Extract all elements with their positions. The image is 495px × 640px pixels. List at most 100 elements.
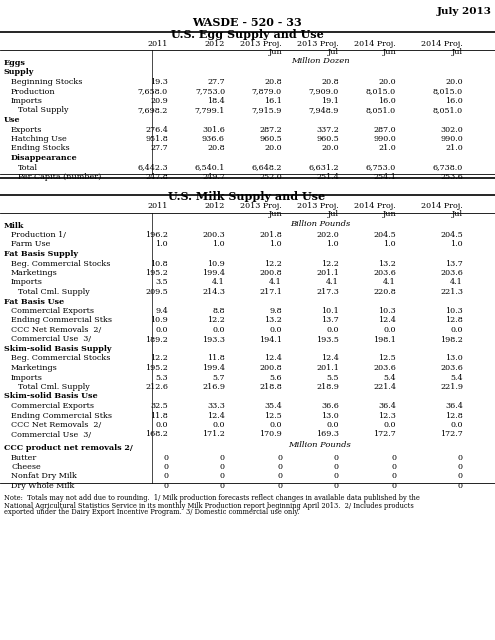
Text: 990.0: 990.0 bbox=[373, 135, 396, 143]
Text: Jul: Jul bbox=[452, 48, 463, 56]
Text: 4.1: 4.1 bbox=[212, 278, 225, 287]
Text: 0: 0 bbox=[391, 463, 396, 471]
Text: Commercial Exports: Commercial Exports bbox=[11, 307, 94, 315]
Text: Total Cml. Supply: Total Cml. Supply bbox=[18, 383, 90, 391]
Text: 203.6: 203.6 bbox=[373, 364, 396, 372]
Text: 216.9: 216.9 bbox=[202, 383, 225, 391]
Text: 6,540.1: 6,540.1 bbox=[195, 163, 225, 172]
Text: 10.9: 10.9 bbox=[207, 259, 225, 268]
Text: 0: 0 bbox=[277, 463, 282, 471]
Text: 0: 0 bbox=[277, 482, 282, 490]
Text: Jun: Jun bbox=[382, 211, 396, 218]
Text: 1.0: 1.0 bbox=[450, 241, 463, 248]
Text: Fat Basis Use: Fat Basis Use bbox=[4, 298, 64, 305]
Text: 3.5: 3.5 bbox=[155, 278, 168, 287]
Text: 12.2: 12.2 bbox=[264, 259, 282, 268]
Text: 196.2: 196.2 bbox=[145, 231, 168, 239]
Text: 2014 Proj.: 2014 Proj. bbox=[354, 202, 396, 211]
Text: 287.2: 287.2 bbox=[259, 125, 282, 134]
Text: Jun: Jun bbox=[268, 48, 282, 56]
Text: 2013 Proj.: 2013 Proj. bbox=[240, 202, 282, 211]
Text: 960.5: 960.5 bbox=[316, 135, 339, 143]
Text: 5.6: 5.6 bbox=[269, 374, 282, 381]
Text: 0: 0 bbox=[458, 472, 463, 481]
Text: U.S. Egg Supply and Use: U.S. Egg Supply and Use bbox=[171, 29, 323, 40]
Text: 20.0: 20.0 bbox=[446, 78, 463, 86]
Text: 203.6: 203.6 bbox=[440, 364, 463, 372]
Text: 6,738.0: 6,738.0 bbox=[433, 163, 463, 172]
Text: 2011: 2011 bbox=[148, 202, 168, 211]
Text: 209.5: 209.5 bbox=[145, 288, 168, 296]
Text: 0: 0 bbox=[334, 482, 339, 490]
Text: 1.0: 1.0 bbox=[326, 241, 339, 248]
Text: 7,879.0: 7,879.0 bbox=[252, 88, 282, 95]
Text: 0: 0 bbox=[458, 454, 463, 461]
Text: 0.0: 0.0 bbox=[155, 421, 168, 429]
Text: 7,915.9: 7,915.9 bbox=[251, 106, 282, 115]
Text: 27.7: 27.7 bbox=[150, 145, 168, 152]
Text: 171.2: 171.2 bbox=[202, 431, 225, 438]
Text: 36.4: 36.4 bbox=[445, 402, 463, 410]
Text: 0.0: 0.0 bbox=[327, 326, 339, 334]
Text: 11.8: 11.8 bbox=[150, 412, 168, 419]
Text: 10.3: 10.3 bbox=[378, 307, 396, 315]
Text: 218.8: 218.8 bbox=[259, 383, 282, 391]
Text: Beg. Commercial Stocks: Beg. Commercial Stocks bbox=[11, 259, 110, 268]
Text: 0: 0 bbox=[391, 454, 396, 461]
Text: 0: 0 bbox=[334, 472, 339, 481]
Text: 13.2: 13.2 bbox=[264, 317, 282, 324]
Text: 7,658.0: 7,658.0 bbox=[138, 88, 168, 95]
Text: 0.0: 0.0 bbox=[269, 421, 282, 429]
Text: 13.2: 13.2 bbox=[378, 259, 396, 268]
Text: Ending Stocks: Ending Stocks bbox=[11, 145, 70, 152]
Text: 0.0: 0.0 bbox=[384, 421, 396, 429]
Text: Disappearance: Disappearance bbox=[11, 154, 78, 162]
Text: 6,648.2: 6,648.2 bbox=[251, 163, 282, 172]
Text: 19.3: 19.3 bbox=[150, 78, 168, 86]
Text: 2013 Proj.: 2013 Proj. bbox=[297, 202, 339, 211]
Text: 21.0: 21.0 bbox=[378, 145, 396, 152]
Text: 172.7: 172.7 bbox=[440, 431, 463, 438]
Text: 960.5: 960.5 bbox=[259, 135, 282, 143]
Text: Farm Use: Farm Use bbox=[11, 241, 50, 248]
Text: 0: 0 bbox=[220, 482, 225, 490]
Text: 12.3: 12.3 bbox=[378, 412, 396, 419]
Text: CCC product net removals 2/: CCC product net removals 2/ bbox=[4, 444, 133, 452]
Text: Total Cml. Supply: Total Cml. Supply bbox=[18, 288, 90, 296]
Text: Milk: Milk bbox=[4, 221, 24, 230]
Text: 194.1: 194.1 bbox=[259, 335, 282, 344]
Text: Commercial Use  3/: Commercial Use 3/ bbox=[11, 335, 91, 344]
Text: CCC Net Removals  2/: CCC Net Removals 2/ bbox=[11, 421, 101, 429]
Text: 0.0: 0.0 bbox=[155, 326, 168, 334]
Text: Billion Pounds: Billion Pounds bbox=[290, 220, 350, 227]
Text: 27.7: 27.7 bbox=[207, 78, 225, 86]
Text: exported under the Dairy Export Incentive Program.  3/ Domestic commercial use o: exported under the Dairy Export Incentiv… bbox=[4, 509, 299, 516]
Text: 217.3: 217.3 bbox=[316, 288, 339, 296]
Text: 193.5: 193.5 bbox=[316, 335, 339, 344]
Text: 4.1: 4.1 bbox=[326, 278, 339, 287]
Text: 951.8: 951.8 bbox=[145, 135, 168, 143]
Text: Dry Whole Milk: Dry Whole Milk bbox=[11, 482, 74, 490]
Text: Total: Total bbox=[18, 163, 38, 172]
Text: 20.8: 20.8 bbox=[264, 78, 282, 86]
Text: 20.0: 20.0 bbox=[321, 145, 339, 152]
Text: 249.7: 249.7 bbox=[202, 173, 225, 181]
Text: 0.0: 0.0 bbox=[384, 326, 396, 334]
Text: 7,948.9: 7,948.9 bbox=[308, 106, 339, 115]
Text: 20.0: 20.0 bbox=[264, 145, 282, 152]
Text: 0.0: 0.0 bbox=[269, 326, 282, 334]
Text: 221.4: 221.4 bbox=[373, 383, 396, 391]
Text: 2014 Proj.: 2014 Proj. bbox=[421, 202, 463, 211]
Text: 4.1: 4.1 bbox=[450, 278, 463, 287]
Text: 8,051.0: 8,051.0 bbox=[366, 106, 396, 115]
Text: Skim-solid Basis Supply: Skim-solid Basis Supply bbox=[4, 345, 111, 353]
Text: 247.8: 247.8 bbox=[145, 173, 168, 181]
Text: 0: 0 bbox=[458, 463, 463, 471]
Text: 1.0: 1.0 bbox=[155, 241, 168, 248]
Text: 0: 0 bbox=[220, 472, 225, 481]
Text: 12.2: 12.2 bbox=[150, 355, 168, 362]
Text: 200.3: 200.3 bbox=[202, 231, 225, 239]
Text: 253.6: 253.6 bbox=[440, 173, 463, 181]
Text: 0: 0 bbox=[391, 482, 396, 490]
Text: 20.0: 20.0 bbox=[378, 78, 396, 86]
